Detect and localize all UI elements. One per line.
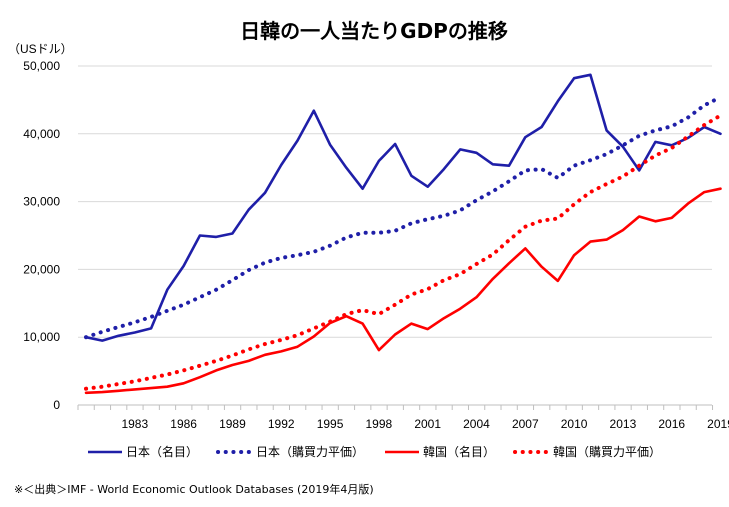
- x-tick-label-7: 2004: [463, 417, 490, 431]
- x-tick-labels: 1983 1986 1989 1992 1995 1998 2001 2004 2007 2010…: [121, 417, 729, 431]
- x-tick-label-0: 1983: [121, 417, 148, 431]
- legend: 日本（名目） 日本（購買力平価） 韓国（名目） 韓国（購買力平価）: [88, 444, 661, 459]
- y-axis-unit-label: （USドル）: [8, 42, 73, 56]
- y-tick-label-5: 50,000: [23, 59, 60, 73]
- y-tick-labels: 0 10,000 20,000 30,000 40,000 50,000: [23, 59, 60, 412]
- legend-label-1: 日本（購買力平価）: [256, 445, 364, 459]
- gridlines: [78, 65, 712, 338]
- series-line-2: [84, 187, 722, 395]
- y-tick-label-2: 20,000: [23, 262, 60, 276]
- legend-label-3: 韓国（購買力平価）: [553, 445, 661, 459]
- source-note: ※＜出典＞IMF - World Economic Outlook Databa…: [14, 482, 374, 496]
- series-line-1: [84, 95, 723, 340]
- chart-title: 日韓の一人当たりGDPの推移: [240, 19, 508, 43]
- x-tick-label-12: 2019: [707, 417, 729, 431]
- x-tick-label-3: 1992: [268, 417, 295, 431]
- legend-label-2: 韓国（名目）: [423, 444, 495, 459]
- x-tick-label-8: 2007: [512, 417, 539, 431]
- x-tick-label-5: 1998: [366, 417, 393, 431]
- x-tick-label-1: 1986: [170, 417, 197, 431]
- legend-label-0: 日本（名目）: [126, 444, 198, 459]
- series-lines: [84, 73, 723, 395]
- axes: [77, 404, 714, 410]
- y-tick-label-0: 0: [53, 398, 60, 412]
- y-tick-label-3: 30,000: [23, 195, 60, 209]
- x-tick-label-10: 2013: [610, 417, 637, 431]
- x-tick-label-2: 1989: [219, 417, 246, 431]
- x-tick-label-4: 1995: [317, 417, 344, 431]
- y-tick-label-4: 40,000: [23, 127, 60, 141]
- x-tick-label-11: 2016: [658, 417, 685, 431]
- series-line-3: [84, 113, 723, 391]
- series-line-0: [84, 73, 722, 342]
- x-tick-label-9: 2010: [561, 417, 588, 431]
- y-tick-label-1: 10,000: [23, 330, 60, 344]
- x-tick-label-6: 2001: [414, 417, 441, 431]
